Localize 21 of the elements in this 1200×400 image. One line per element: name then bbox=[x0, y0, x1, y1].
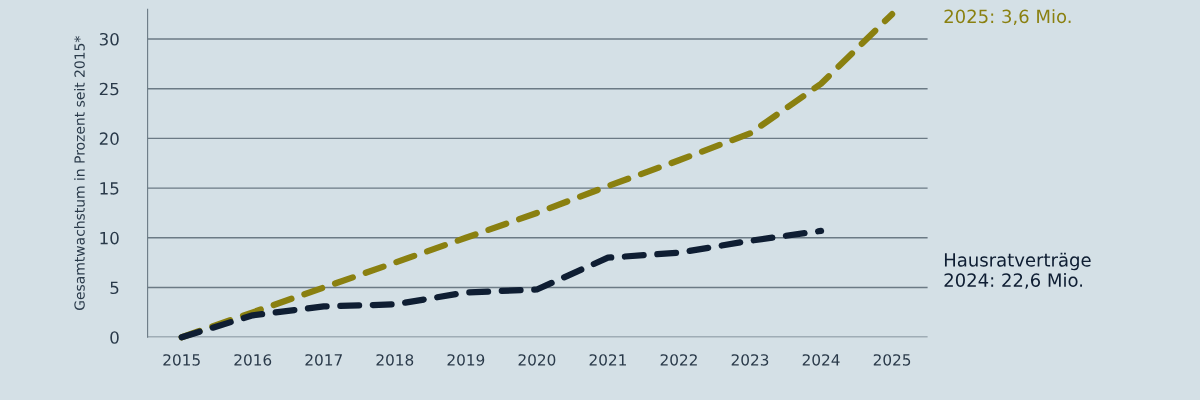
y-tick-label: 5 bbox=[110, 281, 119, 295]
y-tick-label: 25 bbox=[99, 82, 119, 96]
y-tick-label: 0 bbox=[110, 331, 119, 344]
y-tick-label: 20 bbox=[99, 132, 119, 145]
y-tick-label: 30 bbox=[99, 32, 119, 46]
x-tick-label: 2019 bbox=[447, 354, 485, 366]
x-tick-label: 2023 bbox=[731, 354, 769, 366]
x-tick-label: 2024 bbox=[802, 354, 840, 366]
y-axis-title: Gesamtwachstum in Prozent seit 2015* bbox=[74, 36, 85, 310]
x-tick-label: 2017 bbox=[305, 354, 342, 366]
text: 2025: 3,6 Mio. bbox=[944, 9, 1071, 26]
text: Hausratverträge 2024: 22,6 Mio. bbox=[944, 252, 1091, 289]
x-tick-label: 2022 bbox=[660, 354, 697, 366]
x-tick-label: 2018 bbox=[376, 354, 414, 366]
y-tick-label: 15 bbox=[100, 182, 119, 195]
x-tick-label: 2021 bbox=[589, 354, 626, 366]
x-tick-label: 2015 bbox=[163, 354, 200, 366]
x-tick-label: 2016 bbox=[234, 354, 272, 366]
x-tick-label: 2025 bbox=[873, 354, 911, 366]
x-tick-label: 2020 bbox=[518, 354, 556, 366]
y-tick-label: 10 bbox=[100, 231, 119, 245]
